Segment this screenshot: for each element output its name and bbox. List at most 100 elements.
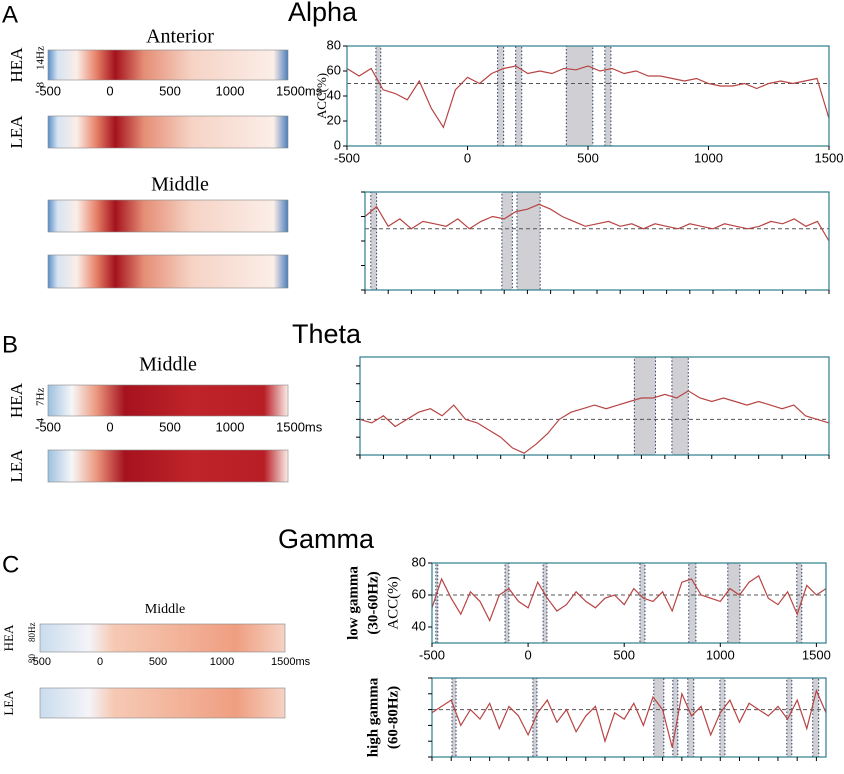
time-label: 1000: [216, 419, 245, 434]
plot-frame: [431, 677, 827, 758]
row-label: HEA: [7, 382, 26, 418]
x-tick-label: 500: [577, 150, 599, 165]
x-tick-label: 1000: [694, 150, 723, 165]
significant-window: [796, 562, 803, 644]
significant-window: [687, 677, 695, 758]
significant-window: [435, 562, 439, 644]
accuracy-line: [346, 65, 830, 129]
y-axis-label: high gamma: [365, 677, 381, 757]
significant-window: [497, 45, 505, 147]
accuracy-line: [359, 390, 830, 454]
freq-label: 80Hz: [27, 623, 37, 643]
time-label: 1000: [216, 83, 245, 98]
heatmap: [47, 449, 289, 483]
time-label: -500: [29, 656, 51, 668]
time-label: 1000: [210, 656, 234, 668]
time-label: 0: [106, 419, 113, 434]
significant-window: [672, 677, 679, 758]
time-label: 1500ms: [276, 419, 323, 434]
panel-title: Theta: [292, 319, 362, 349]
significant-window: [671, 356, 689, 456]
heatmap: [47, 115, 289, 149]
freq-label: 7Hz: [35, 388, 47, 406]
plot-frame: [359, 356, 830, 456]
significant-window: [719, 677, 726, 758]
significant-window: [370, 191, 378, 291]
significant-window: [515, 45, 523, 147]
row-label: LEA: [7, 115, 26, 149]
freq-label: 8: [35, 82, 47, 88]
plot-frame: [364, 191, 830, 291]
y-axis-label: ACC(%): [385, 576, 401, 629]
x-tick-label: 1500: [815, 150, 844, 165]
heatmap-title: Anterior: [146, 26, 214, 48]
significant-window: [786, 677, 793, 758]
significant-window: [375, 45, 382, 147]
y-axis-label: (30-60Hz): [365, 571, 381, 634]
row-label: LEA: [1, 690, 16, 716]
time-label: 500: [149, 656, 167, 668]
y-tick-label: 80: [327, 37, 341, 52]
heatmap: [47, 254, 289, 289]
x-tick-label: 500: [613, 647, 635, 662]
x-tick-label: 0: [524, 647, 531, 662]
significant-window: [812, 677, 820, 758]
accuracy-line: [431, 688, 827, 748]
y-tick-label: 80: [412, 554, 426, 569]
plot-frame: [431, 562, 827, 644]
y-axis-label: low gamma: [345, 566, 361, 640]
row-label: HEA: [1, 624, 16, 651]
time-label: 500: [159, 83, 181, 98]
x-tick-label: 0: [464, 150, 471, 165]
panel-letter: B: [2, 331, 18, 358]
significant-window: [501, 191, 513, 291]
panel-title: Gamma: [278, 524, 375, 554]
accuracy-line: [364, 203, 830, 242]
heatmap: [47, 199, 289, 233]
x-tick-label: -500: [419, 647, 445, 662]
time-label: -500: [35, 83, 61, 98]
significant-window: [688, 562, 697, 644]
significant-window: [727, 562, 741, 644]
heatmap-title: Middle: [151, 174, 209, 196]
heatmap: [47, 49, 289, 81]
freq-label: 30: [27, 654, 37, 664]
x-tick-label: -500: [334, 150, 360, 165]
x-tick-label: 1500: [802, 647, 831, 662]
significant-window: [504, 562, 510, 644]
y-tick-label: 60: [327, 62, 341, 77]
time-label: 0: [97, 656, 103, 668]
row-label: HEA: [7, 47, 26, 83]
y-tick-label: 20: [327, 112, 341, 127]
time-label: 0: [106, 83, 113, 98]
heatmap: [47, 384, 289, 417]
significant-window: [653, 677, 665, 758]
time-label: 1500ms: [276, 83, 323, 98]
significant-window: [451, 677, 457, 758]
row-label: LEA: [7, 449, 26, 483]
panel-letter: C: [2, 551, 19, 578]
panel-title: Alpha: [288, 0, 358, 27]
accuracy-line: [431, 574, 827, 623]
significant-window: [542, 562, 548, 644]
time-label: -500: [35, 419, 61, 434]
y-tick-label: 40: [412, 618, 426, 633]
heatmap: [39, 623, 286, 653]
y-tick-label: 40: [327, 87, 341, 102]
freq-label: 14Hz: [35, 46, 47, 70]
significant-window: [604, 45, 612, 147]
significant-window: [633, 356, 656, 456]
heatmap: [39, 687, 286, 719]
time-label: 1500ms: [271, 656, 311, 668]
significant-window: [516, 191, 541, 291]
y-axis-label: (60-80Hz): [385, 686, 401, 749]
y-tick-label: 60: [412, 586, 426, 601]
heatmap-title: Middle: [145, 602, 185, 617]
heatmap-title: Middle: [139, 354, 197, 376]
time-label: 500: [159, 419, 181, 434]
y-axis-label: ACC(%): [314, 73, 329, 119]
freq-label: 4: [35, 418, 47, 424]
significant-window: [532, 677, 538, 758]
panel-letter: A: [2, 1, 18, 28]
